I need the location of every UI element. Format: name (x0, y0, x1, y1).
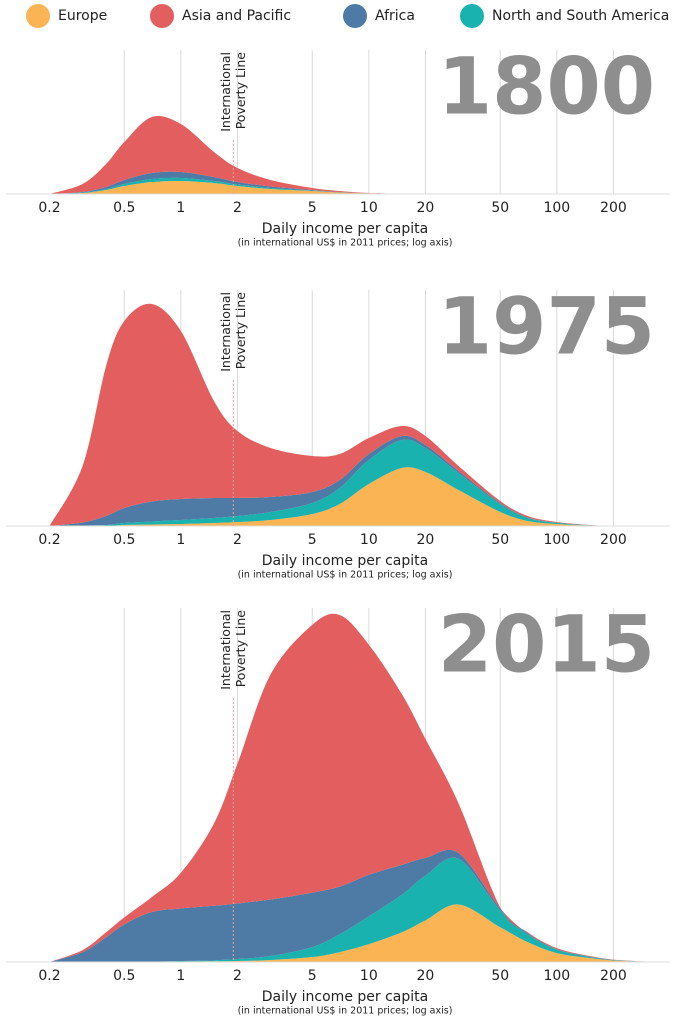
area (49, 467, 647, 527)
x-tick-label: 100 (543, 532, 570, 548)
area (49, 904, 647, 963)
x-axis-sublabel: (in international US$ in 2011 prices; lo… (238, 238, 453, 249)
x-tick-label: 10 (360, 200, 378, 216)
x-tick-label: 5 (308, 532, 317, 548)
area (49, 180, 647, 195)
legend-swatch (150, 4, 174, 28)
chart-title: 1800 (438, 42, 655, 132)
area (49, 171, 647, 195)
x-tick-label: 50 (491, 532, 509, 548)
chart-title: 1975 (438, 282, 655, 372)
x-tick-label: 0.2 (38, 200, 60, 216)
annotation: Poverty Line (233, 292, 248, 370)
x-tick-label: 200 (600, 200, 627, 216)
x-axis-label: Daily income per capita (262, 989, 428, 1005)
x-tick-label: 2 (233, 968, 242, 984)
x-tick-label: 100 (543, 200, 570, 216)
area (49, 439, 647, 527)
x-axis-label: Daily income per capita (262, 553, 428, 569)
legend-label: Africa (375, 8, 415, 24)
x-tick-label: 0.2 (38, 968, 60, 984)
annotation: International (218, 292, 233, 372)
x-tick-label: 200 (600, 532, 627, 548)
annotation: Poverty Line (233, 52, 248, 130)
x-tick-label: 1 (176, 532, 185, 548)
x-tick-label: 1 (176, 200, 185, 216)
annotation: International (218, 52, 233, 132)
chart-title: 2015 (438, 600, 655, 690)
area (49, 857, 647, 963)
x-tick-label: 10 (360, 968, 378, 984)
x-tick-label: 20 (417, 200, 435, 216)
legend-swatch (343, 4, 367, 28)
x-tick-label: 0.5 (113, 532, 135, 548)
x-tick-label: 50 (491, 968, 509, 984)
x-tick-label: 0.2 (38, 532, 60, 548)
area (49, 435, 647, 527)
x-tick-label: 20 (417, 968, 435, 984)
annotation: Poverty Line (233, 610, 248, 688)
x-tick-label: 5 (308, 200, 317, 216)
x-axis-sublabel: (in international US$ in 2011 prices; lo… (238, 570, 453, 581)
x-tick-label: 5 (308, 968, 317, 984)
x-tick-label: 0.5 (113, 200, 135, 216)
area (49, 849, 647, 963)
area (49, 303, 647, 527)
x-tick-label: 0.5 (113, 968, 135, 984)
x-tick-label: 100 (543, 968, 570, 984)
legend-label: Asia and Pacific (182, 8, 291, 24)
x-tick-label: 2 (233, 200, 242, 216)
x-tick-label: 2 (233, 532, 242, 548)
legend-swatch (26, 4, 50, 28)
x-axis-label: Daily income per capita (262, 221, 428, 237)
area (49, 613, 647, 962)
x-tick-label: 50 (491, 200, 509, 216)
x-tick-label: 10 (360, 532, 378, 548)
x-tick-label: 200 (600, 968, 627, 984)
legend-swatch (460, 4, 484, 28)
area (49, 116, 647, 195)
annotation: International (218, 610, 233, 690)
legend-label: North and South America (492, 8, 669, 24)
x-tick-label: 1 (176, 968, 185, 984)
x-axis-sublabel: (in international US$ in 2011 prices; lo… (238, 1006, 453, 1017)
x-tick-label: 20 (417, 532, 435, 548)
legend-label: Europe (58, 8, 107, 24)
